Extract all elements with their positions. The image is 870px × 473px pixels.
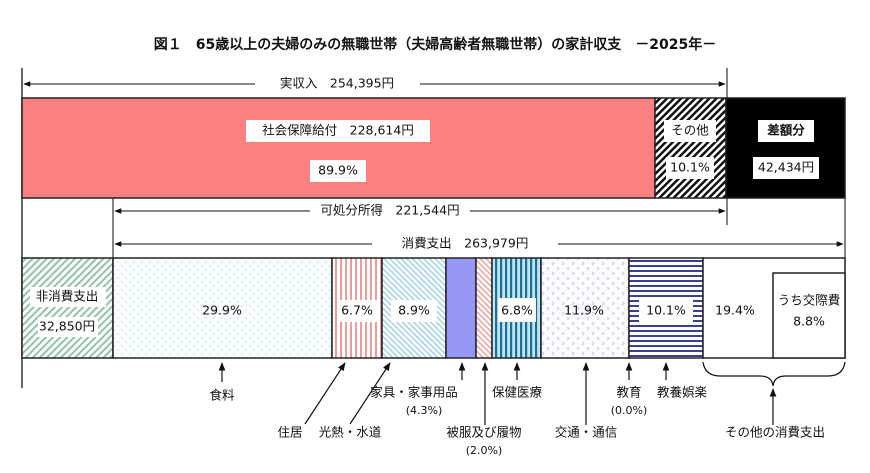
other-consumption-label: その他の消費支出 [725, 425, 825, 440]
transport-label: 交通・通信 [555, 425, 618, 440]
furniture-segment [445, 257, 477, 359]
deficit-label: 差額分 [766, 123, 805, 138]
recreation-label: 教養娯楽 [657, 385, 708, 400]
label-box [38, 317, 98, 337]
other-consumption-share: 19.4% [715, 303, 755, 318]
consumption-total-label: 消費支出 263,979円 [402, 236, 529, 251]
medical-label: 保健医療 [492, 385, 543, 400]
label-box [391, 300, 437, 322]
disposable-income-label: 可処分所得 221,544円 [320, 203, 459, 218]
utilities-label: 光熱・水道 [319, 425, 382, 440]
transport-share: 11.9% [564, 303, 604, 318]
social-expenses-subsegment [772, 272, 846, 359]
other-consumption-brace [702, 361, 846, 387]
non-consumption-label: 非消費支出 [36, 289, 99, 304]
other-income-segment [654, 97, 727, 199]
label-box [753, 157, 819, 179]
clothing-share: (2.0%) [466, 444, 503, 457]
food-label: 食料 [209, 388, 235, 403]
social-security-label: 社会保障給付 228,614円 [262, 123, 414, 138]
non-consumption-amount: 32,850円 [39, 319, 95, 334]
deficit-amount: 42,434円 [758, 160, 814, 175]
housing-pointer [304, 362, 346, 425]
label-box [246, 120, 430, 142]
deficit-segment [725, 97, 846, 199]
other-income-share: 10.1% [670, 160, 710, 175]
label-box [758, 120, 814, 142]
chart-title: 図１ 65歳以上の夫婦のみの無職世帯（夫婦高齢者無職世帯）の家計収支 －2025… [154, 36, 716, 53]
furniture-label: 家具・家事用品 [370, 385, 458, 400]
label-box [639, 298, 693, 322]
utilities-pointer [349, 362, 391, 425]
housing-label: 住居 [277, 425, 302, 440]
other-income-label: その他 [671, 123, 709, 138]
clothing-label: 被服及び履物 [446, 425, 521, 440]
social-expenses-share: 8.8% [793, 314, 825, 329]
food-share: 29.9% [202, 303, 242, 318]
label-box [30, 287, 106, 307]
label-box [310, 160, 366, 182]
food-segment [112, 257, 333, 359]
medical-share: 6.8% [501, 303, 533, 318]
clothing-segment [475, 257, 493, 359]
utilities-share: 8.9% [398, 303, 430, 318]
income-total-label: 実収入 254,395円 [280, 76, 394, 91]
education-share: (0.0%) [611, 404, 648, 417]
non-consumption-segment [21, 257, 114, 359]
label-box [498, 298, 536, 322]
recreation-share: 10.1% [646, 303, 686, 318]
label-box [666, 157, 714, 179]
label-box [337, 300, 377, 322]
furniture-share: (4.3%) [406, 404, 443, 417]
social-security-segment [21, 97, 656, 199]
housing-share: 6.7% [341, 303, 373, 318]
social-expenses-label: うち交際費 [778, 293, 841, 308]
education-label: 教育 [616, 385, 641, 400]
social-security-share: 89.9% [318, 163, 358, 178]
label-box [664, 120, 716, 142]
